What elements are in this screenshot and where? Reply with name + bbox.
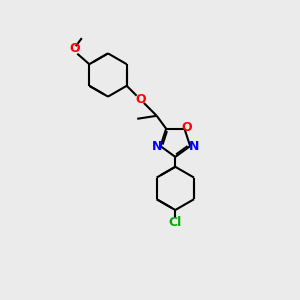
Text: N: N (189, 140, 199, 153)
Text: Cl: Cl (169, 215, 182, 229)
Text: O: O (135, 93, 146, 106)
Text: O: O (182, 121, 192, 134)
Text: O: O (69, 42, 80, 55)
Text: N: N (152, 140, 162, 153)
